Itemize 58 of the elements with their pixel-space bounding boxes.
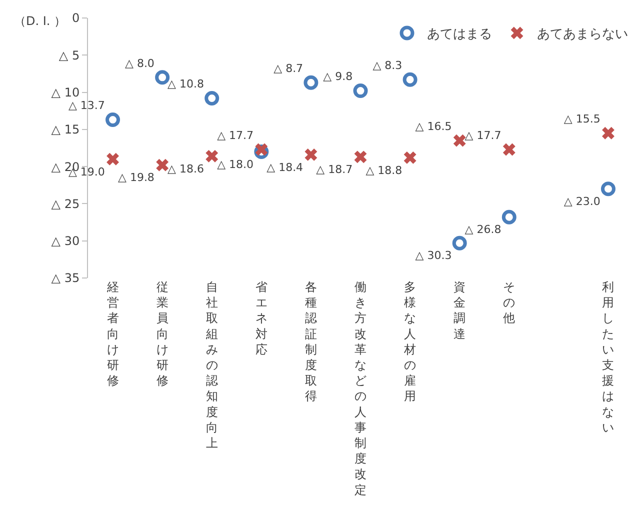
data-label: △ 8.3 [372, 59, 402, 72]
point [453, 134, 466, 147]
data-label: △ 18.4 [266, 160, 304, 174]
data-label: △ 16.5 [415, 120, 452, 133]
point [602, 126, 614, 140]
data-label: △ 15.5 [564, 112, 600, 126]
data-label: △ 26.8 [464, 223, 502, 236]
point [206, 150, 218, 162]
legend-label: あてはまる [427, 27, 492, 42]
data-label: △ 8.7 [274, 62, 304, 76]
category-label: 働き方改革などの人事制度改定 [354, 280, 366, 497]
point [255, 143, 268, 156]
x-tick-label: 多様な人材の雇用 [403, 280, 416, 404]
point [304, 148, 318, 161]
y-tick-label: 0 [72, 11, 80, 26]
point [402, 72, 418, 87]
point [354, 150, 367, 164]
x-tick-label: 資金調達 [454, 280, 466, 341]
y-tick-label: △ 30 [51, 234, 80, 248]
point [452, 236, 467, 250]
data-label: △ 18.8 [366, 164, 402, 177]
y-tick-label: △ 5 [58, 48, 80, 62]
data-label: △ 9.8 [323, 70, 353, 84]
point [502, 210, 516, 224]
point [106, 112, 120, 128]
y-tick-label: △ 25 [51, 196, 80, 211]
data-label: △ 19.8 [118, 171, 154, 184]
y-tick-label: △ 15 [51, 122, 80, 137]
point [106, 152, 119, 166]
point [353, 84, 368, 98]
data-label: △ 8.0 [124, 56, 154, 70]
x-tick-label: その他 [503, 280, 516, 326]
point [502, 143, 516, 156]
data-label: △ 17.7 [464, 128, 502, 142]
point [404, 151, 416, 164]
data-label: △ 18.7 [316, 163, 353, 176]
data-label: △ 10.8 [168, 78, 204, 91]
y-tick-label: △ 35 [51, 271, 80, 286]
x-tick-label: 従業員向け研修 [156, 280, 168, 388]
point [204, 90, 220, 106]
point [254, 144, 269, 159]
x-tick-label: 各種認証制度取得 [304, 280, 317, 404]
data-label: △ 30.3 [415, 249, 452, 262]
data-label: △ 18.6 [168, 162, 204, 176]
category-label: 自社取組みの認知度向上 [206, 280, 218, 450]
legend-label: あてあまらない [537, 27, 628, 42]
category-label: 利用したい支援はない [602, 280, 614, 434]
data-label: △ 17.7 [217, 128, 254, 142]
data-label: △ 23.0 [564, 194, 600, 208]
data-label: △ 18.0 [217, 158, 254, 171]
y-tick-label: △ 10 [51, 85, 80, 100]
x-tick-label: 省エネ対応 [255, 280, 268, 356]
data-label: △ 13.7 [68, 99, 105, 112]
x-tick-label: 経営者向け研修 [106, 280, 119, 388]
point [304, 75, 318, 90]
y-axis-title: （D. I. ） [14, 14, 66, 28]
point [600, 182, 616, 196]
point [156, 158, 169, 172]
